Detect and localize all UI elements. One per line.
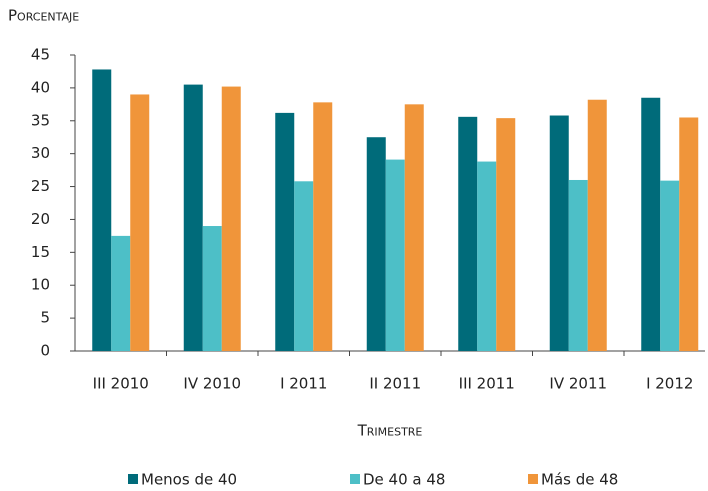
y-tick-label: 25 [31, 177, 50, 195]
y-tick-label: 35 [31, 111, 50, 129]
legend-swatch [528, 474, 538, 484]
x-tick-label: I 2011 [280, 375, 327, 393]
bar [313, 102, 333, 351]
y-tick-label: 10 [31, 276, 50, 294]
bar [549, 115, 569, 351]
legend-swatch [350, 474, 360, 484]
legend-swatch [128, 474, 138, 484]
bar [275, 112, 295, 351]
x-tick-label: IV 2011 [549, 375, 607, 393]
y-tick-label: 15 [31, 243, 50, 261]
bar [385, 159, 405, 351]
x-axis-label: Trimestre [357, 422, 423, 440]
bar [496, 118, 516, 351]
y-tick-label: 30 [31, 144, 50, 162]
x-tick-label: III 2010 [93, 375, 149, 393]
bar [587, 99, 607, 352]
bar [404, 104, 424, 351]
x-tick-label: IV 2010 [183, 375, 241, 393]
y-tick-label: 40 [31, 78, 50, 96]
y-axis-label: Porcentaje [8, 7, 79, 25]
bar [679, 117, 699, 351]
bar [660, 180, 680, 351]
legend-label: De 40 a 48 [363, 471, 445, 489]
x-tick-label: III 2011 [459, 375, 515, 393]
y-tick-label: 0 [40, 342, 50, 360]
bar [202, 226, 222, 351]
bar [477, 161, 497, 351]
y-tick-label: 5 [40, 309, 50, 327]
legend-label: Más de 48 [541, 471, 618, 489]
y-tick-label: 45 [31, 46, 50, 64]
bar [641, 97, 661, 351]
x-tick-label: II 2011 [369, 375, 421, 393]
legend-label: Menos de 40 [141, 471, 237, 489]
bar [130, 94, 150, 351]
y-tick-label: 20 [31, 210, 50, 228]
bar [221, 86, 241, 351]
bar [92, 69, 112, 352]
bar [568, 179, 588, 351]
bar [111, 235, 131, 351]
bar [458, 116, 478, 351]
bar [183, 84, 203, 351]
bar [294, 181, 314, 351]
x-tick-label: I 2012 [646, 375, 693, 393]
bar [366, 137, 386, 351]
